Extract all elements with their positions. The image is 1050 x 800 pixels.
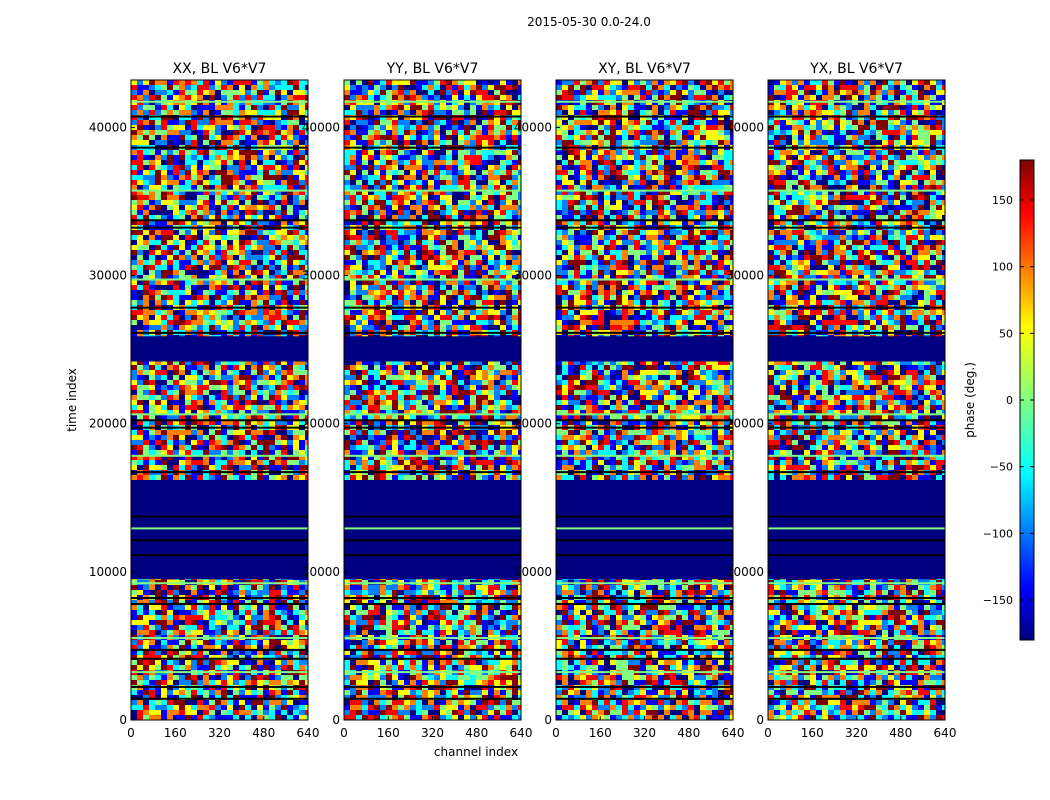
heatmap-image xyxy=(344,80,521,720)
y-tick-label: 30000 xyxy=(726,269,764,283)
x-tick-label: 640 xyxy=(297,726,320,740)
y-tick-label: 40000 xyxy=(89,120,127,134)
y-tick-label: 30000 xyxy=(302,269,340,283)
panel-title: YY, BL V6*V7 xyxy=(386,61,479,77)
y-tick-label: 20000 xyxy=(302,417,340,431)
x-tick-label: 320 xyxy=(421,726,444,740)
x-tick-label: 160 xyxy=(164,726,187,740)
x-tick-label: 320 xyxy=(845,726,868,740)
y-tick-label: 40000 xyxy=(514,120,552,134)
y-tick-label: 20000 xyxy=(514,417,552,431)
x-tick-label: 640 xyxy=(934,726,957,740)
y-tick-label: 10000 xyxy=(514,565,552,579)
x-tick-label: 160 xyxy=(377,726,400,740)
heatmap-image xyxy=(768,80,945,720)
y-tick-label: 40000 xyxy=(726,120,764,134)
panel-xy: XY, BL V6*V7 0 160 320 480 640 0 10000 20000 3000… xyxy=(514,61,745,740)
x-tick-label: 480 xyxy=(677,726,700,740)
colorbar-tick-label: −150 xyxy=(983,594,1013,607)
x-tick-label: 640 xyxy=(722,726,745,740)
y-tick-label: 0 xyxy=(119,713,127,727)
x-tick-label: 480 xyxy=(465,726,488,740)
y-tick-label: 20000 xyxy=(726,417,764,431)
x-tick-label: 160 xyxy=(801,726,824,740)
colorbar-label: phase (deg.) xyxy=(963,362,977,438)
heatmap-image xyxy=(131,80,308,720)
panel-title: XX, BL V6*V7 xyxy=(173,61,267,77)
x-tick-label: 0 xyxy=(764,726,772,740)
x-tick-label: 320 xyxy=(633,726,656,740)
colorbar-tick-label: −50 xyxy=(990,461,1013,474)
panel-yx: YX, BL V6*V7 0 160 320 480 640 0 10000 20000 3000… xyxy=(726,61,957,740)
y-tick-label: 0 xyxy=(544,713,552,727)
x-tick-label: 0 xyxy=(340,726,348,740)
colorbar-tick-label: 150 xyxy=(992,194,1013,207)
y-tick-label: 10000 xyxy=(302,565,340,579)
x-axis-label: channel index xyxy=(434,745,518,759)
colorbar-tick-label: 50 xyxy=(999,327,1013,340)
x-tick-label: 160 xyxy=(589,726,612,740)
y-tick-label: 30000 xyxy=(89,269,127,283)
figure-title: 2015-05-30 0.0-24.0 xyxy=(527,15,651,29)
heatmap-image xyxy=(556,80,733,720)
y-tick-label: 0 xyxy=(332,713,340,727)
x-tick-label: 480 xyxy=(252,726,275,740)
colorbar: 150 100 50 0 −50 −100 −150 phase (deg.) xyxy=(963,159,1035,641)
colorbar-tick-label: 100 xyxy=(992,261,1013,274)
panel-xx: XX, BL V6*V7 0 160 320 480 640 0 10000 20000 3000… xyxy=(89,61,320,740)
colorbar-tick-label: −100 xyxy=(983,527,1013,540)
y-tick-label: 20000 xyxy=(89,417,127,431)
y-tick-label: 0 xyxy=(756,713,764,727)
y-tick-label: 10000 xyxy=(89,565,127,579)
panel-yy: YY, BL V6*V7 0 160 320 480 640 0 10000 20000 3000… xyxy=(302,61,533,740)
y-tick-label: 10000 xyxy=(726,565,764,579)
x-tick-label: 0 xyxy=(552,726,560,740)
panel-title: YX, BL V6*V7 xyxy=(809,61,903,77)
x-tick-label: 480 xyxy=(889,726,912,740)
colorbar-tick-label: 0 xyxy=(1006,394,1013,407)
y-axis-label: time index xyxy=(65,368,79,432)
panel-title: XY, BL V6*V7 xyxy=(598,61,691,77)
x-tick-label: 320 xyxy=(208,726,231,740)
x-tick-label: 640 xyxy=(510,726,533,740)
y-tick-label: 40000 xyxy=(302,120,340,134)
x-tick-label: 0 xyxy=(127,726,135,740)
y-tick-label: 30000 xyxy=(514,269,552,283)
